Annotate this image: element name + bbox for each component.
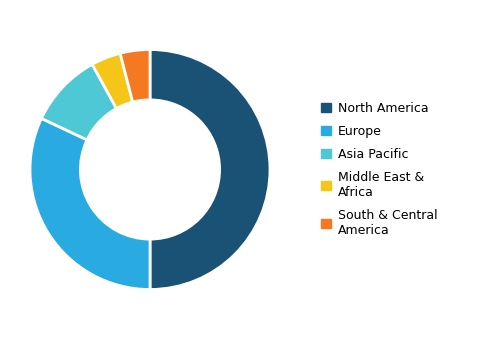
Wedge shape xyxy=(150,49,270,290)
Wedge shape xyxy=(92,53,132,108)
Legend: North America, Europe, Asia Pacific, Middle East &
Africa, South & Central
Ameri: North America, Europe, Asia Pacific, Mid… xyxy=(321,102,437,237)
Wedge shape xyxy=(42,64,117,140)
Wedge shape xyxy=(120,49,150,102)
Wedge shape xyxy=(30,118,150,290)
